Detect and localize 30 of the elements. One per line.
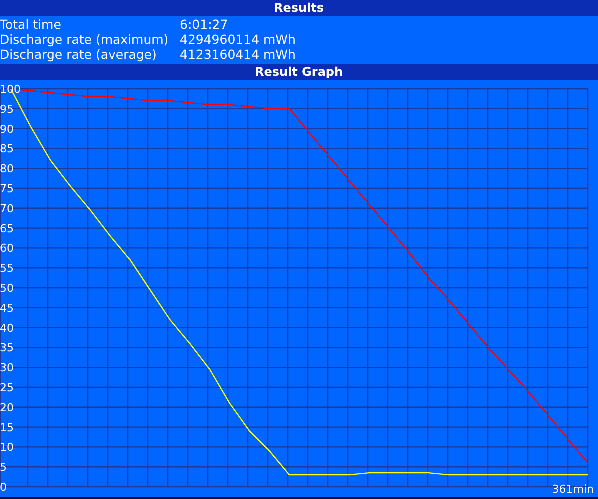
text: 6:01:27 xyxy=(180,17,228,32)
chart-title: Results xyxy=(0,0,598,16)
y-tick-label: 55 xyxy=(0,262,14,276)
y-tick-label: 95 xyxy=(0,102,14,116)
y-tick-label: 80 xyxy=(0,162,14,176)
y-tick-label: 85 xyxy=(0,142,14,156)
x-axis-title: 361min xyxy=(552,483,594,496)
y-tick-label: 15 xyxy=(0,421,14,434)
y-tick-label: 60 xyxy=(0,242,14,256)
y-tick-label: 35 xyxy=(0,342,14,355)
y-tick-label: 10 xyxy=(0,441,14,454)
y-tick-label: 30 xyxy=(0,362,14,375)
y-tick-label: 75 xyxy=(0,182,14,196)
text: 4123160414 mWh xyxy=(180,47,296,62)
text: 4294960114 mWh xyxy=(180,32,296,47)
y-tick-label: 0 xyxy=(0,481,7,494)
y-tick-label: 90 xyxy=(0,122,14,136)
text: Discharge rate (average) xyxy=(0,47,158,62)
y-tick-label: 100 xyxy=(0,83,21,96)
y-tick-label: 20 xyxy=(0,401,14,414)
y-tick-label: 70 xyxy=(0,202,14,216)
y-tick-label: 50 xyxy=(0,282,14,295)
text: Total time xyxy=(0,17,62,32)
y-tick-label: 5 xyxy=(0,461,7,474)
y-tick-label: 45 xyxy=(0,302,14,315)
chart-subtitle: Result Graph xyxy=(0,64,598,80)
text: Discharge rate (maximum) xyxy=(0,32,170,47)
y-tick-label: 65 xyxy=(0,222,14,236)
y-tick-label: 25 xyxy=(0,382,14,394)
y-tick-label: 40 xyxy=(0,322,14,335)
